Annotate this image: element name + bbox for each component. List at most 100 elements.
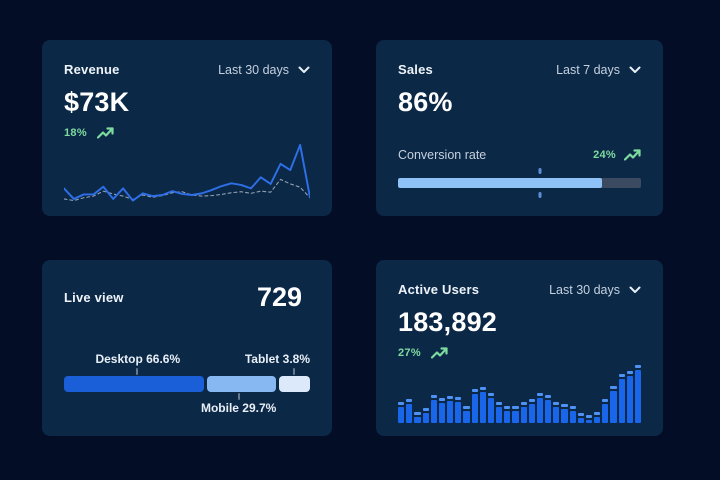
user-bar-cap [430,395,437,398]
user-bar-body [406,404,413,423]
user-bar [618,374,625,423]
segment-ticks-bottom [64,392,310,401]
active-users-title: Active Users [398,282,480,297]
progress-marker-bottom [538,192,542,198]
user-bar-body [594,417,601,423]
user-bar [496,402,503,423]
user-bar-body [479,392,486,423]
revenue-current-line [64,143,310,202]
user-bar-cap [528,399,535,402]
tablet-tick-line [293,368,296,375]
user-bar-cap [438,398,446,401]
live-view-value: 729 [256,282,302,312]
user-bar-cap [479,387,486,390]
sales-range-select[interactable]: Last 7 days [556,63,641,77]
active-users-card: Active Users Last 30 days 183,892 27% [376,260,663,436]
user-bar-body [471,394,478,423]
user-bar-cap [602,399,609,402]
sales-value: 86% [398,87,453,117]
user-bar [561,404,568,423]
user-bar [569,406,576,423]
active-users-range-select[interactable]: Last 30 days [549,283,641,297]
user-bar [414,412,421,423]
user-bar-cap [569,406,576,409]
chevron-down-icon [629,286,641,293]
revenue-range-select[interactable]: Last 30 days [218,63,310,77]
user-bar-body [496,407,503,423]
conversion-rate-row: Conversion rate 24% [398,148,641,162]
user-bar-body [455,402,462,423]
revenue-delta-row: 18% [64,127,310,139]
user-bar-cap [406,399,413,402]
sales-card: Sales Last 7 days 86% Conversion rate 24… [376,40,663,216]
active-users-range-label: Last 30 days [549,282,620,297]
user-bar-cap [504,406,511,409]
user-bar-cap [545,395,552,398]
desktop-segment-label: Desktop 66.6% [95,352,181,366]
user-bar-cap [496,402,503,405]
user-bar-cap [422,408,429,411]
user-bar [463,406,470,423]
user-bar [528,399,535,423]
trending-up-icon [430,347,448,359]
user-bar-body [585,420,593,423]
user-bar [512,406,519,423]
tablet-segment [279,376,310,392]
user-bar-body [520,407,527,423]
chevron-down-icon [629,66,641,73]
user-bar [536,393,544,423]
segment-ticks-top [64,367,310,376]
trending-up-icon [96,127,114,139]
user-bar-cap [561,404,568,407]
sales-range-label: Last 7 days [556,62,620,77]
live-view-card: Live view 729 Desktop 66.6% Tablet 3.8% … [42,260,332,436]
revenue-delta: 18% [64,127,87,139]
user-bar-cap [585,415,593,418]
user-bar [398,402,405,423]
revenue-card: Revenue Last 30 days $73K 18% [42,40,332,216]
user-bar-body [528,404,535,423]
user-bar [634,365,642,423]
user-bar-body [463,411,470,423]
user-bar-body [545,400,552,423]
user-bar [438,398,446,423]
user-bar [520,402,527,423]
user-bar-body [618,379,625,423]
user-bar [479,387,486,423]
user-bar [430,395,437,423]
user-bar-cap [463,406,470,409]
chevron-down-icon [298,66,310,73]
trending-up-icon [624,149,641,161]
user-bar-cap [626,371,633,374]
user-bar-cap [618,374,625,377]
user-bar-body [610,391,617,423]
user-bar-cap [634,365,642,368]
user-bar-body [512,411,519,423]
user-bar-body [398,407,405,423]
active-users-delta: 27% [398,347,421,359]
user-bar-cap [398,402,405,405]
revenue-value: $73K [64,87,130,117]
desktop-tick-line [135,368,138,375]
progress-track [398,178,641,188]
user-bar [504,406,511,423]
user-bar [545,395,552,423]
tablet-segment-label: Tablet 3.8% [244,352,310,366]
mobile-segment [206,376,277,392]
revenue-range-label: Last 30 days [218,62,289,77]
user-bar-body [422,413,429,423]
device-split-chart: Desktop 66.6% Tablet 3.8% Mobile 29.7% [64,352,310,420]
user-bar-cap [536,393,544,396]
user-bar-body [487,398,495,423]
user-bar-cap [447,396,454,399]
device-stacked-bar [64,376,310,392]
revenue-card-header: Revenue Last 30 days [64,62,310,77]
user-bar-body [634,370,642,423]
revenue-line-chart [64,143,310,204]
user-bar [455,397,462,423]
user-bar-cap [520,402,527,405]
user-bar [585,415,593,423]
segment-labels-bottom: Mobile 29.7% [64,401,310,416]
user-bar-body [430,400,437,423]
